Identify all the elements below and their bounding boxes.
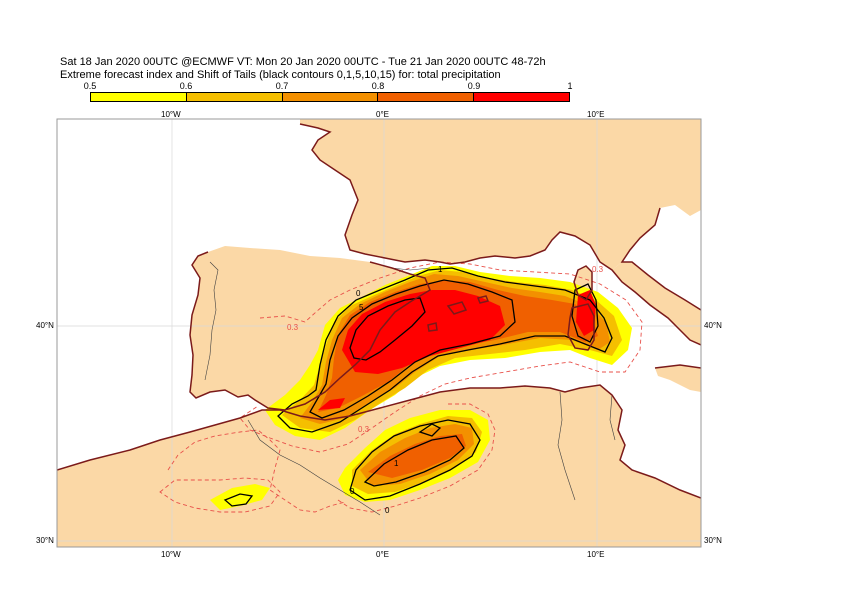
colorbar-segment-2 bbox=[186, 93, 283, 101]
efi-red-tell bbox=[318, 398, 345, 410]
colorbar-label-4: 0.9 bbox=[467, 81, 481, 91]
land-france-europe bbox=[300, 119, 701, 270]
lat-label-right: 40°N bbox=[704, 321, 722, 330]
land-italy bbox=[612, 262, 701, 345]
land-group bbox=[57, 119, 701, 547]
colorbar-segment-3 bbox=[282, 93, 379, 101]
lon-label-top: 10°E bbox=[587, 110, 605, 119]
lon-label-top: 0°E bbox=[376, 110, 389, 119]
contour-label: 5 bbox=[359, 303, 364, 312]
sot-contour-0-iberia bbox=[277, 267, 613, 433]
contour-label: 0 bbox=[385, 506, 390, 515]
title-line-1: Sat 18 Jan 2020 00UTC @ECMWF VT: Mon 20 … bbox=[60, 56, 546, 68]
colorbar-label-1: 0.6 bbox=[179, 81, 193, 91]
efi-orange3-africa bbox=[368, 434, 466, 478]
lat-label-right: 30°N bbox=[704, 536, 722, 545]
country-borders bbox=[204, 261, 616, 516]
colorbar-segment-4 bbox=[378, 93, 475, 101]
lat-label-left: 30°N bbox=[36, 536, 54, 545]
efi-dashed-contours bbox=[159, 261, 643, 513]
sot-contour-1-africa bbox=[363, 435, 465, 487]
lon-label-bottom: 10°W bbox=[161, 550, 181, 559]
colorbar-label-3: 0.8 bbox=[371, 81, 385, 91]
contour-label: 1 bbox=[438, 265, 443, 274]
lon-label-top: 10°W bbox=[161, 110, 181, 119]
sot-contours bbox=[223, 267, 613, 507]
sot-contour-1-iberia bbox=[309, 279, 516, 419]
contour-label: 0.3 bbox=[592, 265, 604, 274]
colorbar-label-5: 1 bbox=[567, 81, 573, 91]
land-iberia bbox=[190, 246, 430, 410]
contour-labels: 0 1 5 0 1 0 0.3 0.3 0.3 bbox=[287, 265, 604, 515]
contour-label: 0.3 bbox=[358, 425, 370, 434]
title-line-2: Extreme forecast index and Shift of Tail… bbox=[60, 69, 501, 81]
sot-contour-0-morocco bbox=[223, 493, 254, 507]
colorbar bbox=[90, 92, 570, 102]
map-frame bbox=[56, 118, 702, 548]
sot-contour-0-tell bbox=[418, 423, 442, 437]
efi-yellow-morocco bbox=[210, 484, 270, 510]
contour-label: 0 bbox=[356, 289, 361, 298]
contour-label: 1 bbox=[394, 459, 399, 468]
lon-label-bottom: 10°E bbox=[587, 550, 605, 559]
colorbar-label-0: 0.5 bbox=[83, 81, 97, 91]
sot-contour-0-africa bbox=[349, 419, 481, 501]
coastlines bbox=[57, 123, 701, 499]
colorbar-segment-5 bbox=[474, 93, 569, 101]
efi-contour-0.3-iberia bbox=[239, 261, 643, 453]
sot-contour-5-iberia bbox=[349, 297, 426, 361]
efi-contour-0.3-morocco bbox=[159, 477, 281, 513]
contour-label: 0.3 bbox=[287, 323, 299, 332]
contour-label: 0 bbox=[350, 487, 355, 496]
efi-contour-0.3-africa-inner bbox=[337, 403, 496, 513]
lon-label-bottom: 0°E bbox=[376, 550, 389, 559]
colorbar-segment-1 bbox=[91, 93, 187, 101]
colorbar-label-2: 0.7 bbox=[275, 81, 289, 91]
lat-label-left: 40°N bbox=[36, 321, 54, 330]
efi-contour-0.3-africa bbox=[167, 429, 346, 513]
land-sicily bbox=[655, 365, 701, 392]
